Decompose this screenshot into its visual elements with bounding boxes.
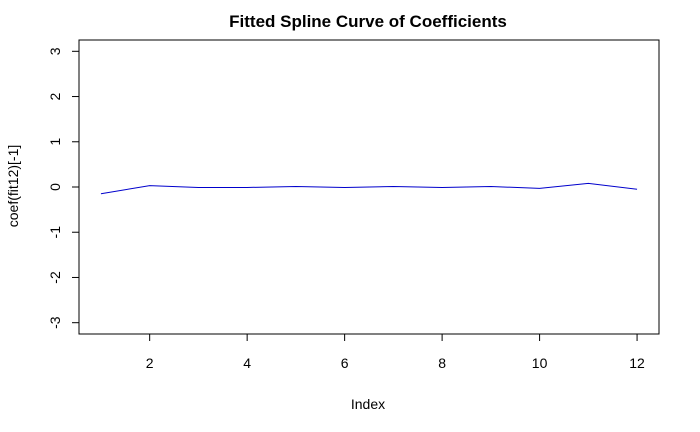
series-line [100, 182, 638, 195]
x-tick-label: 12 [629, 355, 645, 371]
y-tick-label: -3 [47, 316, 63, 329]
y-tick-label: 1 [47, 138, 63, 146]
y-tick-label: 3 [47, 47, 63, 55]
x-tick-label: 6 [341, 355, 349, 371]
y-axis: -3 -2 -1 0 1 2 3 [47, 47, 80, 329]
x-tick-label: 8 [438, 355, 446, 371]
y-tick-label: 2 [47, 92, 63, 100]
series-group [100, 182, 638, 195]
x-axis: 2 4 6 8 10 12 [146, 333, 645, 371]
x-tick-label: 4 [243, 355, 251, 371]
y-axis-label: coef(fit12)[-1] [5, 145, 21, 227]
y-tick-label: 0 [47, 183, 63, 191]
x-axis-label: Index [351, 396, 385, 412]
y-tick-label: -2 [47, 271, 63, 284]
y-tick-label: -1 [47, 226, 63, 239]
x-tick-label: 10 [532, 355, 548, 371]
chart-title: Fitted Spline Curve of Coefficients [229, 12, 507, 31]
x-tick-label: 2 [146, 355, 154, 371]
